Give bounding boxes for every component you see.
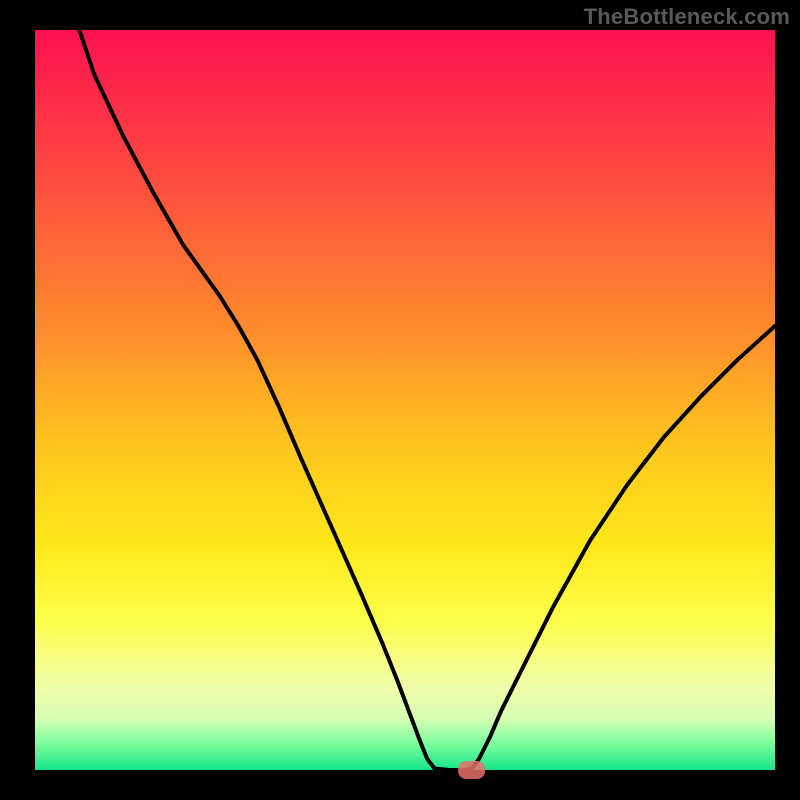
bottleneck-chart: [0, 0, 800, 800]
optimal-marker: [458, 761, 485, 779]
chart-background: [35, 30, 775, 770]
attribution-label: TheBottleneck.com: [584, 4, 790, 30]
